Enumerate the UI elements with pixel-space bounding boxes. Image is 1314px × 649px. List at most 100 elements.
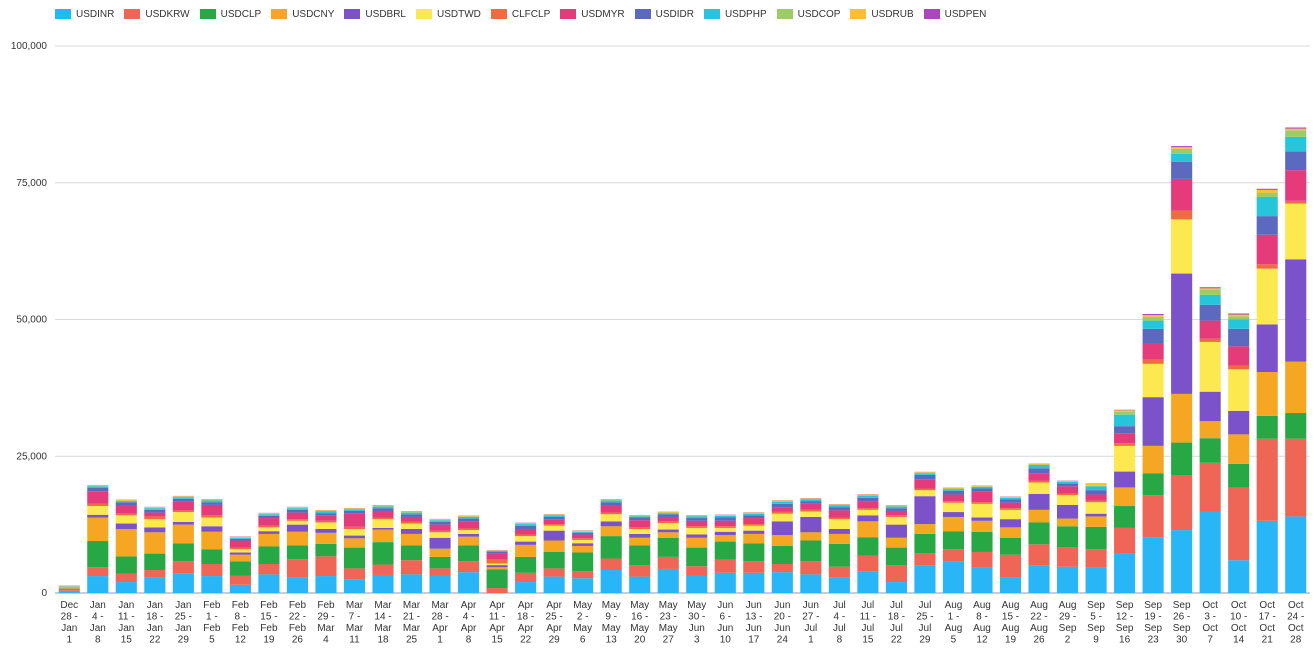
bar-segment-usdmyr[interactable] — [372, 510, 394, 518]
bar-segment-usdtwd[interactable] — [999, 509, 1022, 520]
bar-segment-usdkrw[interactable] — [771, 564, 793, 573]
bar-segment-usdcop[interactable] — [543, 514, 565, 516]
bar-segment-usdphp[interactable] — [486, 550, 508, 552]
bar-segment-usdidr[interactable] — [343, 510, 366, 514]
bar-segment-usdkrw[interactable] — [543, 568, 565, 577]
bar-segment-usdclp[interactable] — [515, 556, 537, 573]
bar-segment-usdidr[interactable] — [1171, 161, 1193, 179]
bar-segment-usdkrw[interactable] — [743, 561, 765, 573]
bar-segment-usdidr[interactable] — [828, 507, 850, 511]
bar-segment-usdidr[interactable] — [1256, 216, 1278, 235]
bar-segment-usdcop[interactable] — [400, 512, 423, 513]
bar-segment-usdcny[interactable] — [144, 532, 166, 554]
bar-segment-usdrub[interactable] — [1057, 480, 1079, 482]
bar-segment-usdmyr[interactable] — [771, 507, 793, 512]
bar-segment-usdkrw[interactable] — [999, 554, 1022, 578]
bar-segment-usdidr[interactable] — [572, 532, 594, 535]
bar-segment-usdcop[interactable] — [315, 510, 337, 512]
legend-item[interactable]: USDKRW — [124, 6, 190, 22]
bar-segment-usdkrw[interactable] — [857, 555, 879, 572]
bar-segment-usdinr[interactable] — [201, 576, 223, 593]
bar-segment-usdtwd[interactable] — [800, 511, 822, 517]
bar-segment-usdidr[interactable] — [429, 521, 451, 525]
bar-segment-usdbrl[interactable] — [600, 521, 622, 527]
bar-stack[interactable] — [258, 512, 280, 593]
bar-segment-usdtwd[interactable] — [1114, 445, 1136, 472]
bar-segment-usdmyr[interactable] — [857, 501, 879, 509]
bar-segment-usdkrw[interactable] — [515, 572, 537, 583]
bar-segment-usdphp[interactable] — [258, 514, 280, 516]
bar-segment-usdpen[interactable] — [1285, 127, 1307, 129]
bar-segment-usdidr[interactable] — [857, 497, 879, 502]
bar-segment-usdcop[interactable] — [201, 500, 223, 501]
bar-segment-clfclp[interactable] — [828, 517, 850, 520]
bar-segment-usdcny[interactable] — [914, 524, 936, 534]
bar-segment-usdclp[interactable] — [600, 536, 622, 559]
legend-item[interactable]: USDCLP — [199, 6, 261, 22]
bar-segment-usdkrw[interactable] — [201, 564, 223, 577]
bar-segment-usdkrw[interactable] — [572, 571, 594, 579]
bar-segment-usdphp[interactable] — [458, 516, 480, 519]
bar-segment-usdinr[interactable] — [942, 561, 965, 593]
bar-segment-usdinr[interactable] — [1228, 560, 1250, 593]
bar-stack[interactable] — [1228, 313, 1250, 593]
bar-segment-usdrub[interactable] — [229, 536, 251, 538]
bar-segment-usdkrw[interactable] — [343, 568, 366, 580]
bar-stack[interactable] — [800, 498, 822, 593]
bar-segment-usdcop[interactable] — [87, 485, 109, 487]
bar-segment-clfclp[interactable] — [885, 515, 907, 517]
bar-segment-usdcny[interactable] — [1199, 421, 1221, 439]
bar-segment-clfclp[interactable] — [1114, 443, 1136, 446]
bar-segment-usdcny[interactable] — [458, 536, 480, 546]
bar-segment-usdtwd[interactable] — [115, 515, 137, 524]
bar-segment-usdcny[interactable] — [1142, 445, 1164, 474]
bar-segment-usdrub[interactable] — [828, 504, 850, 505]
bar-segment-usdcop[interactable] — [657, 512, 679, 514]
bar-stack[interactable] — [942, 487, 965, 593]
bar-segment-usdbrl[interactable] — [800, 516, 822, 533]
bar-segment-usdtwd[interactable] — [914, 490, 936, 497]
bar-segment-usdtwd[interactable] — [600, 514, 622, 522]
bar-segment-usdkrw[interactable] — [800, 561, 822, 575]
bar-segment-usdinr[interactable] — [857, 571, 879, 593]
bar-segment-usdclp[interactable] — [914, 533, 936, 554]
bar-segment-usdcop[interactable] — [885, 506, 907, 507]
bar-segment-usdcny[interactable] — [714, 535, 736, 542]
bar-segment-usdinr[interactable] — [800, 574, 822, 593]
bar-segment-usdcny[interactable] — [87, 517, 109, 542]
bar-segment-usdidr[interactable] — [201, 502, 223, 505]
bar-segment-usdtwd[interactable] — [201, 517, 223, 527]
bar-segment-usdidr[interactable] — [1228, 328, 1250, 347]
bar-segment-usdrub[interactable] — [1228, 314, 1250, 317]
bar-segment-usdtwd[interactable] — [286, 520, 308, 525]
bar-stack[interactable] — [1256, 188, 1278, 593]
legend-item[interactable]: USDCNY — [271, 6, 334, 22]
bar-segment-usdtwd[interactable] — [1199, 341, 1221, 392]
bar-segment-usdinr[interactable] — [372, 574, 394, 593]
bar-segment-usdkrw[interactable] — [172, 561, 194, 574]
bar-segment-usdrub[interactable] — [343, 508, 366, 509]
bar-segment-usdkrw[interactable] — [600, 558, 622, 571]
bar-segment-usdmyr[interactable] — [572, 534, 594, 539]
bar-segment-usdphp[interactable] — [743, 513, 765, 516]
bar-segment-usdrub[interactable] — [999, 496, 1022, 498]
bar-segment-usdmyr[interactable] — [429, 524, 451, 531]
bar-segment-usdbrl[interactable] — [971, 517, 993, 521]
bar-segment-usdcny[interactable] — [115, 529, 137, 557]
bar-segment-usdbrl[interactable] — [885, 524, 907, 538]
bar-segment-usdphp[interactable] — [686, 516, 708, 519]
bar-segment-usdinr[interactable] — [144, 577, 166, 593]
bar-segment-usdmyr[interactable] — [1028, 473, 1050, 481]
bar-segment-usdinr[interactable] — [572, 578, 594, 593]
bar-segment-usdphp[interactable] — [914, 473, 936, 475]
bar-segment-usdrub[interactable] — [1028, 463, 1050, 465]
bar-segment-usdidr[interactable] — [1114, 426, 1136, 434]
bar-segment-usdclp[interactable] — [172, 543, 194, 562]
bar-stack[interactable] — [372, 505, 394, 593]
bar-stack[interactable] — [600, 499, 622, 593]
bar-segment-usdbrl[interactable] — [714, 531, 736, 536]
bar-segment-usdphp[interactable] — [1057, 481, 1079, 484]
bar-segment-clfclp[interactable] — [372, 517, 394, 520]
bar-segment-usdcny[interactable] — [486, 567, 508, 570]
bar-segment-usdclp[interactable] — [315, 543, 337, 557]
